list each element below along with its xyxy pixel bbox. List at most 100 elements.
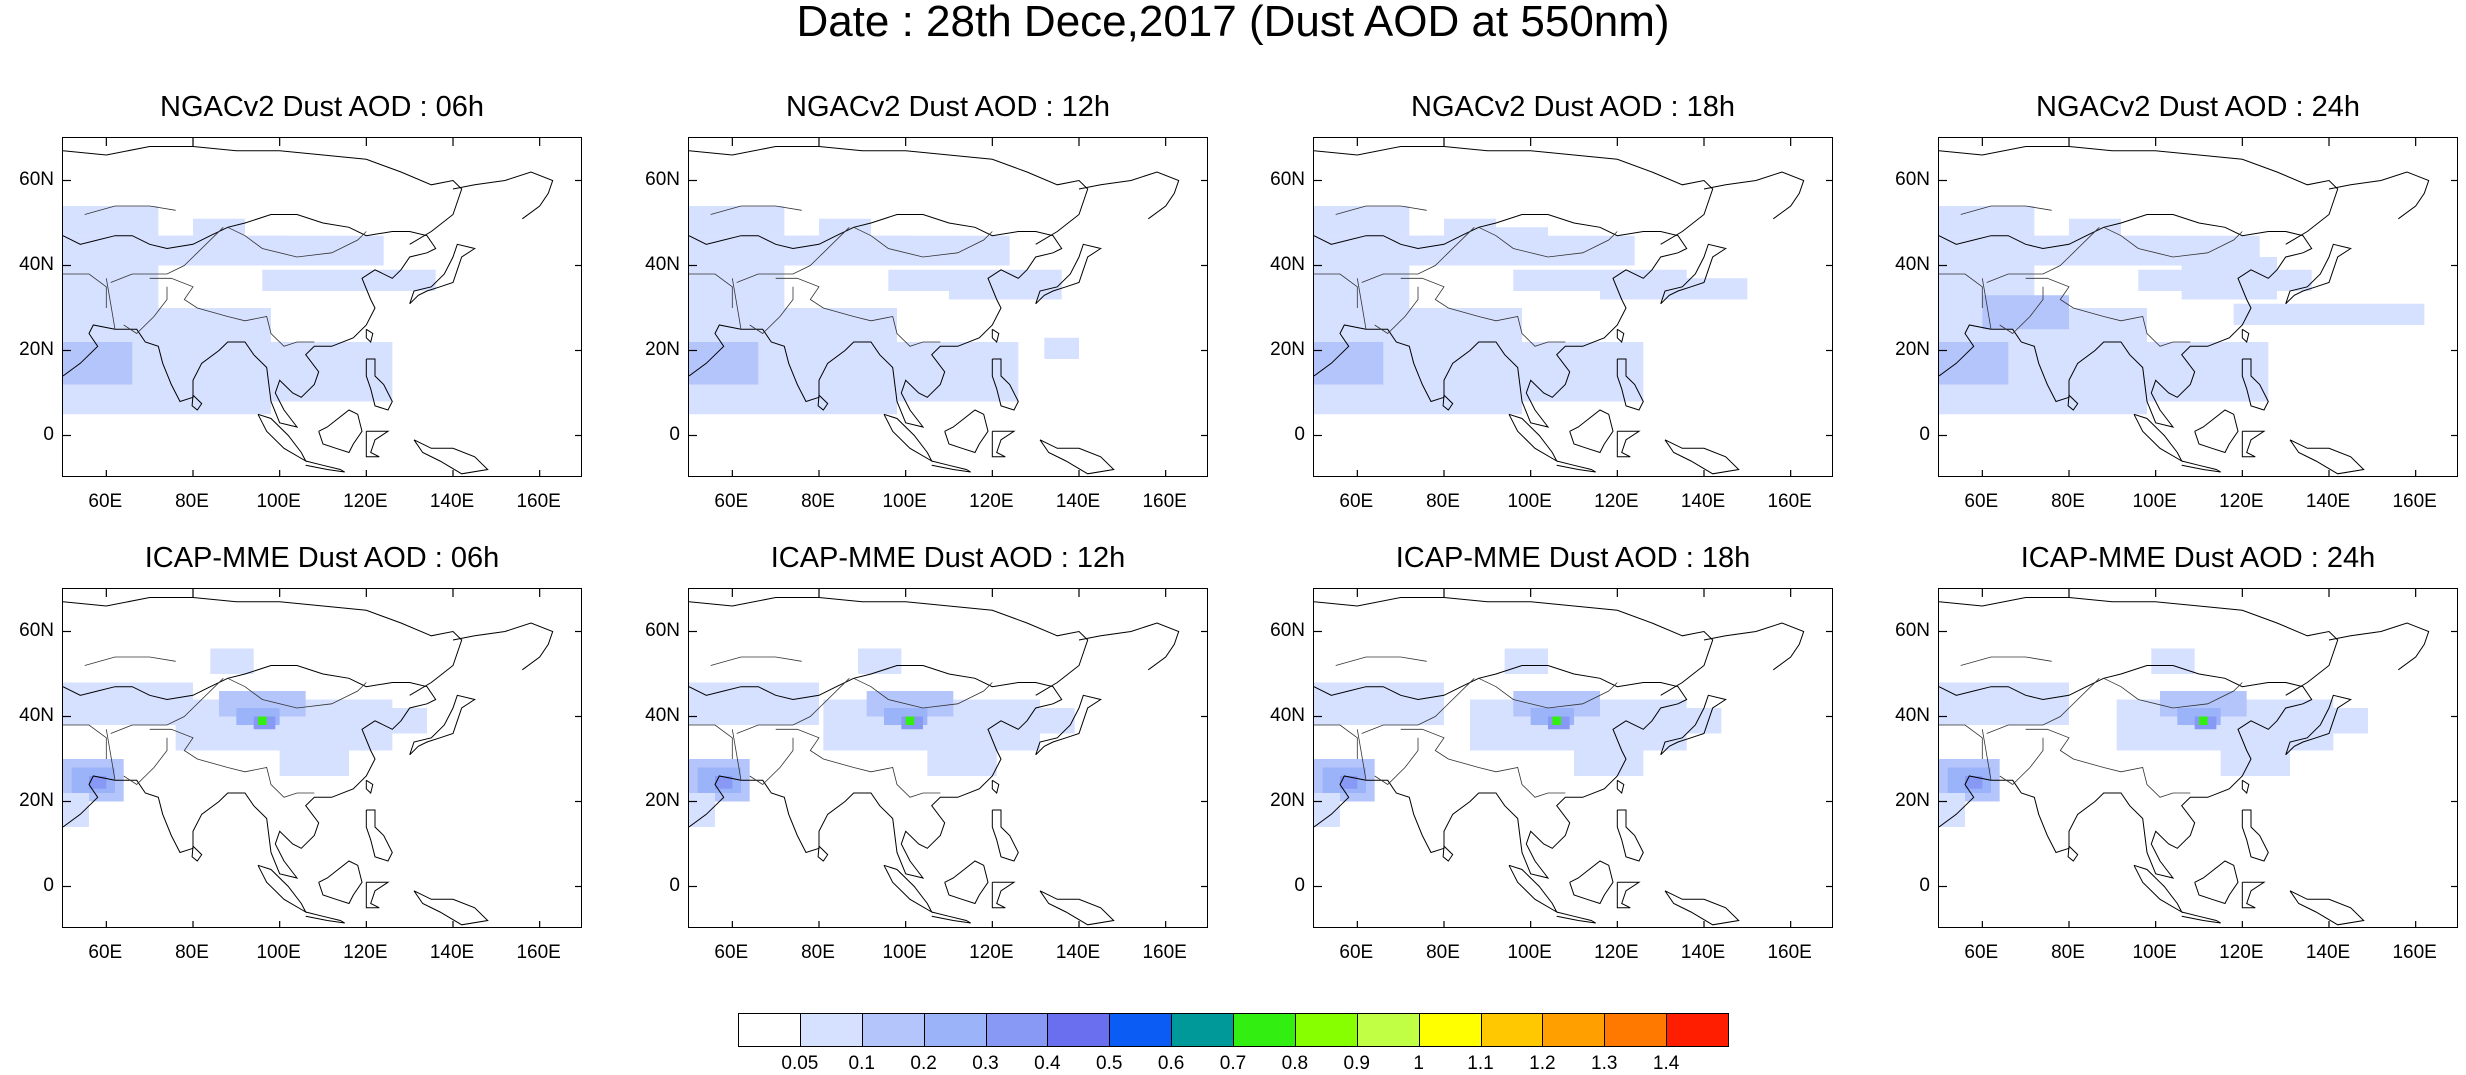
coastline — [2181, 460, 2221, 473]
country-border — [731, 278, 742, 330]
coastline — [318, 409, 363, 454]
coastline — [2194, 409, 2239, 454]
country-border — [1986, 678, 2100, 734]
coastline — [191, 394, 203, 411]
lat-tick-label: 40N — [19, 704, 54, 726]
lon-tick-label: 60E — [1964, 491, 1999, 512]
aod-cell — [2181, 257, 2277, 300]
coastline — [1616, 779, 1625, 794]
lon-tick-label: 80E — [801, 491, 835, 512]
aod-cell — [1939, 342, 2009, 385]
lat-tick-label: 20N — [19, 338, 54, 360]
coastline — [1078, 171, 1180, 220]
map-frame — [62, 137, 582, 477]
colorbar-label: 0.4 — [1034, 1053, 1061, 1074]
lat-tick-label: 40N — [645, 253, 680, 275]
coastline — [689, 146, 1089, 245]
coastline — [991, 430, 1016, 458]
lat-tick-label: 40N — [1895, 253, 1930, 275]
coastline — [1508, 864, 1558, 914]
coastline — [689, 597, 1089, 696]
panel-title: ICAP-MME Dust AOD : 18h — [1395, 542, 1751, 574]
coastline — [2241, 328, 2250, 343]
figure-title: Date : 28th Dece,2017 (Dust AOD at 550nm… — [796, 0, 1670, 46]
lat-tick-label: 20N — [19, 789, 54, 811]
lat-tick-label: 40N — [645, 704, 680, 726]
map-panel: ICAP-MME Dust AOD : 12h 60N 40N 20N 0 60E 80E 1… — [645, 542, 1208, 963]
lon-tick-label: 60E — [1964, 942, 1999, 963]
aod-cell — [1314, 265, 1410, 308]
aod-cell — [2233, 303, 2425, 325]
lon-tick-label: 120E — [969, 491, 1014, 512]
coastline — [1039, 890, 1115, 926]
country-border — [227, 226, 367, 258]
lon-tick-label: 120E — [2219, 942, 2264, 963]
colorbar-swatch — [861, 1013, 925, 1047]
coastline — [1660, 694, 1727, 756]
country-border — [2025, 277, 2191, 347]
lat-tick-label: 40N — [1270, 704, 1305, 726]
colorbar-label: 1.3 — [1591, 1053, 1618, 1074]
map-frame — [62, 588, 582, 928]
coastline — [1556, 460, 1596, 473]
coastline — [2241, 779, 2250, 794]
country-border — [775, 728, 941, 798]
country-border — [1314, 724, 1358, 759]
country-border — [105, 278, 116, 330]
lat-tick-label: 0 — [669, 423, 680, 445]
coastline — [2285, 243, 2352, 305]
lat-tick-label: 20N — [1270, 789, 1305, 811]
map-canvas — [689, 589, 1207, 927]
colorbar-swatch — [1356, 1013, 1420, 1047]
map-frame — [1313, 137, 1833, 477]
lon-tick-label: 60E — [88, 942, 123, 963]
coastline — [1616, 881, 1641, 909]
aod-cell — [689, 265, 785, 308]
coastline — [2289, 890, 2365, 926]
country-border — [736, 227, 850, 283]
country-border — [1400, 728, 1566, 798]
lat-tick-label: 60N — [645, 168, 680, 190]
lon-tick-label: 160E — [1142, 942, 1187, 963]
coastline — [1939, 214, 2313, 428]
country-border — [1374, 737, 1419, 786]
colorbar-swatch — [799, 1013, 863, 1047]
country-border — [149, 728, 315, 798]
aod-cell — [63, 265, 159, 308]
lat-tick-label: 60N — [645, 619, 680, 641]
colorbar-label: 0.5 — [1096, 1053, 1123, 1074]
aod-cell — [262, 269, 436, 291]
coastline — [2328, 622, 2430, 671]
coastline — [1616, 430, 1641, 458]
coastline — [1939, 665, 2313, 879]
country-border — [123, 286, 168, 335]
colorbar-swatch — [1418, 1013, 1482, 1047]
aod-cell — [949, 278, 1062, 300]
coastline — [817, 394, 829, 411]
aod-cell — [689, 682, 819, 725]
map-panel: ICAP-MME Dust AOD : 24h 60N 40N 20N 0 60E 80E 1… — [1895, 542, 2458, 963]
coastline — [365, 358, 393, 411]
panel-title: ICAP-MME Dust AOD : 12h — [770, 542, 1126, 574]
lon-tick-label: 140E — [1055, 942, 1101, 963]
lon-tick-label: 160E — [1767, 942, 1812, 963]
lat-tick-label: 0 — [1294, 874, 1305, 896]
country-border — [1361, 678, 1475, 734]
coastline — [365, 881, 390, 909]
map-canvas — [1314, 138, 1832, 476]
coastline — [1039, 439, 1115, 475]
map-panel: NGACv2 Dust AOD : 06h 60N 40N 20N 0 60E 80E 100… — [19, 91, 582, 512]
country-border — [1374, 286, 1419, 335]
coastline — [191, 845, 203, 862]
coastline — [1616, 809, 1644, 862]
colorbar-label: 1 — [1413, 1053, 1424, 1074]
aod-cell — [2199, 716, 2208, 725]
aod-cell — [1005, 708, 1075, 734]
lon-tick-label: 80E — [1426, 942, 1460, 963]
coastline — [689, 214, 1063, 428]
lat-tick-label: 0 — [1919, 874, 1930, 896]
aod-cell — [819, 218, 871, 236]
lon-tick-label: 140E — [429, 942, 475, 963]
country-border — [1356, 278, 1367, 330]
country-border — [1335, 656, 1427, 666]
